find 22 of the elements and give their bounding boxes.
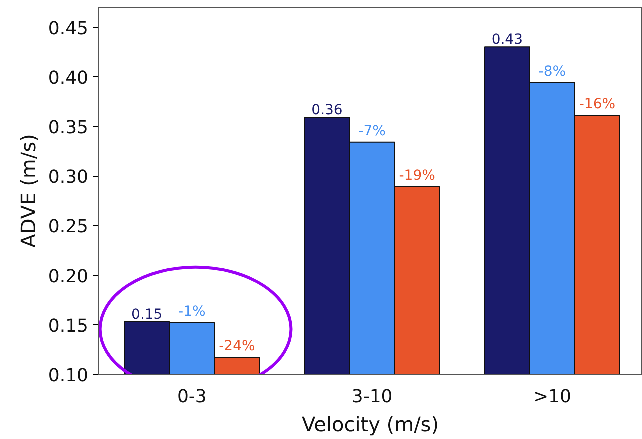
y-axis-title: ADVE (m/s) — [16, 134, 40, 248]
annotation: -8% — [538, 64, 566, 80]
y-tick-label: 0.30 — [48, 167, 88, 188]
y-tick-label: 0.35 — [48, 118, 88, 139]
data-label: 0.36 — [312, 102, 343, 119]
annotation: -1% — [178, 304, 206, 320]
y-tick-label: 0.25 — [48, 216, 88, 238]
annotation: -24% — [219, 338, 256, 355]
y-tick-label: 0.20 — [48, 266, 88, 288]
y-tick-label: 0.10 — [48, 366, 88, 386]
annotation: -19% — [399, 168, 436, 184]
x-tick-label: 3-10 — [352, 386, 393, 408]
y-tick-label: 0.45 — [48, 18, 88, 40]
y-tick-label: 0.40 — [48, 68, 88, 89]
annotation: -7% — [358, 123, 386, 140]
x-tick-label: >10 — [533, 386, 572, 408]
annotation: -16% — [579, 96, 616, 113]
x-tick-label: 0-3 — [177, 386, 207, 408]
data-label: 0.43 — [492, 32, 523, 48]
y-tick-label: 0.15 — [48, 316, 88, 337]
x-axis-title: Velocity (m/s) — [302, 412, 440, 436]
data-label: 0.15 — [132, 306, 163, 323]
